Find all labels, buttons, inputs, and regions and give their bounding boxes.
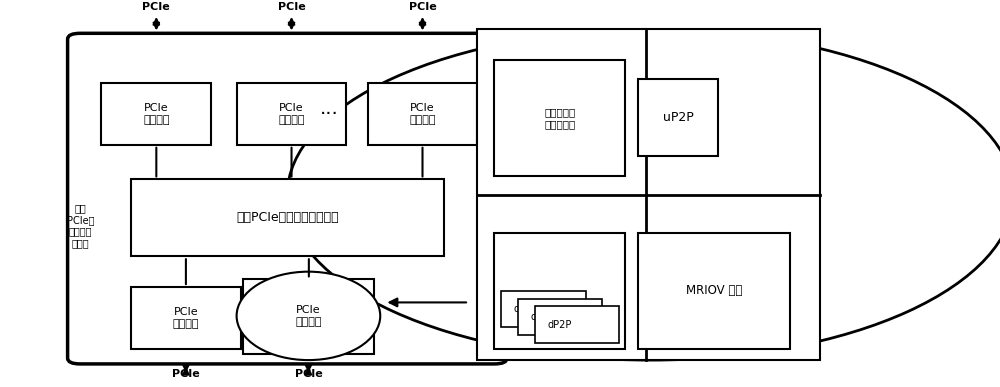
- Text: 高性能网络
接口控制器: 高性能网络 接口控制器: [544, 107, 575, 129]
- Text: 基于
PCIe的
融合互连
控制器: 基于 PCIe的 融合互连 控制器: [67, 203, 94, 248]
- Text: dP2P: dP2P: [514, 304, 538, 314]
- Text: PCIe: PCIe: [142, 2, 170, 12]
- Text: 基于PCIe的融合互连交换机: 基于PCIe的融合互连交换机: [236, 211, 339, 224]
- FancyBboxPatch shape: [477, 29, 820, 360]
- Text: PCIe: PCIe: [409, 2, 436, 12]
- Text: PCIe: PCIe: [172, 369, 200, 379]
- FancyBboxPatch shape: [243, 279, 374, 354]
- FancyBboxPatch shape: [518, 299, 602, 335]
- Ellipse shape: [237, 272, 380, 360]
- FancyBboxPatch shape: [237, 83, 346, 145]
- FancyBboxPatch shape: [101, 83, 211, 145]
- FancyBboxPatch shape: [501, 291, 586, 327]
- Text: PCIe
网络接口: PCIe 网络接口: [295, 305, 322, 327]
- FancyBboxPatch shape: [638, 233, 790, 349]
- FancyBboxPatch shape: [368, 83, 477, 145]
- Text: dP2P: dP2P: [548, 320, 572, 329]
- Text: PCIe
网络接口: PCIe 网络接口: [278, 103, 305, 125]
- FancyBboxPatch shape: [638, 79, 718, 156]
- FancyBboxPatch shape: [131, 287, 241, 349]
- FancyBboxPatch shape: [494, 233, 625, 349]
- FancyBboxPatch shape: [535, 306, 619, 343]
- Text: dP2P: dP2P: [531, 312, 555, 322]
- Text: ···: ···: [320, 104, 339, 123]
- FancyBboxPatch shape: [131, 180, 444, 256]
- Text: PCIe
网络接口: PCIe 网络接口: [409, 103, 436, 125]
- Text: PCIe: PCIe: [278, 2, 305, 12]
- Text: PCIe
网络接口: PCIe 网络接口: [173, 307, 199, 329]
- Text: MRIOV 引擎: MRIOV 引擎: [686, 284, 742, 297]
- Text: PCIe: PCIe: [295, 369, 322, 379]
- FancyBboxPatch shape: [494, 60, 625, 176]
- Text: uP2P: uP2P: [663, 111, 693, 124]
- FancyBboxPatch shape: [68, 33, 507, 364]
- Text: PCIe
网络接口: PCIe 网络接口: [143, 103, 170, 125]
- Circle shape: [287, 29, 1000, 360]
